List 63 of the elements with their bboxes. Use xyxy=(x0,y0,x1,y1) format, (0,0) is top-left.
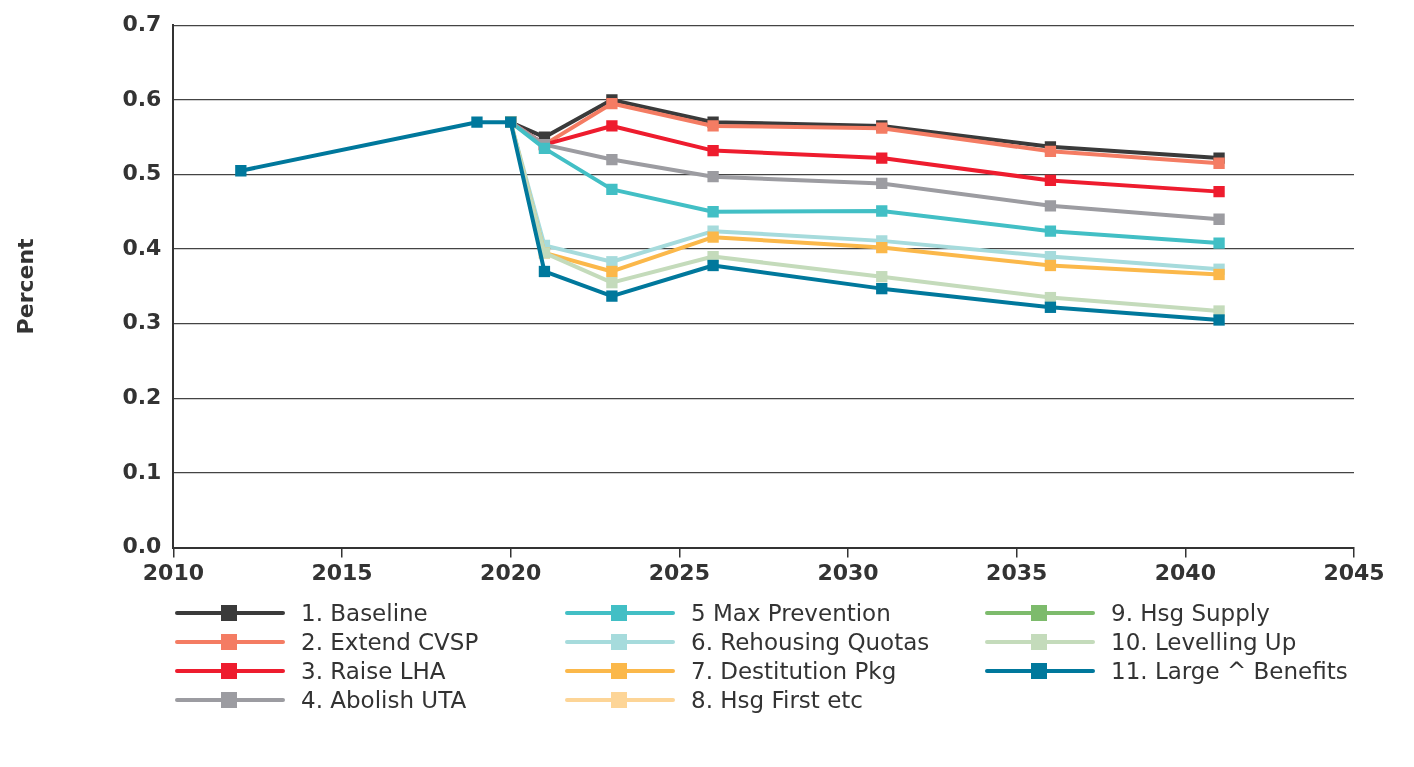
point xyxy=(606,290,618,302)
point xyxy=(1044,174,1057,187)
y-tick-label: 0.2 xyxy=(122,384,162,410)
point xyxy=(707,144,719,157)
legend-label: 2. Extend CVSP xyxy=(301,628,479,655)
legend-label: 9. Hsg Supply xyxy=(1111,599,1270,626)
point xyxy=(876,282,888,295)
y-tick-label: 0.7 xyxy=(122,10,162,36)
legend-label: 6. Rehousing Quotas xyxy=(691,628,930,655)
point xyxy=(707,120,719,132)
point xyxy=(606,265,618,278)
point xyxy=(606,277,618,289)
legend-label: 3. Raise LHA xyxy=(301,657,446,684)
legend-label: 1. Baseline xyxy=(301,599,428,626)
point xyxy=(876,241,888,254)
point xyxy=(1044,145,1057,157)
y-tick-label: 0.6 xyxy=(122,85,162,111)
x-tick-label: 2035 xyxy=(986,559,1048,585)
point xyxy=(1213,157,1225,169)
x-tick-label: 2030 xyxy=(817,559,879,585)
legend-label: 5 Max Prevention xyxy=(691,599,891,626)
x-tick-label: 2020 xyxy=(480,559,542,585)
point xyxy=(606,183,618,196)
point xyxy=(876,152,888,164)
y-tick-label: 0.4 xyxy=(122,234,162,260)
point xyxy=(876,271,888,283)
point xyxy=(1044,225,1057,237)
x-tick-label: 2025 xyxy=(648,559,710,585)
point xyxy=(707,259,719,272)
legend-label: 4. Abolish UTA xyxy=(301,686,467,713)
point xyxy=(1213,268,1225,281)
point xyxy=(538,142,551,154)
point xyxy=(707,206,719,218)
point xyxy=(707,171,719,183)
y-tick-label: 0.0 xyxy=(122,533,162,559)
point xyxy=(707,231,719,243)
point xyxy=(876,177,888,190)
point xyxy=(1044,200,1057,212)
legend-label: 7. Destitution Pkg xyxy=(691,657,897,684)
legend-label: 10. Levelling Up xyxy=(1111,628,1297,655)
point xyxy=(606,97,618,110)
point xyxy=(471,116,483,128)
point xyxy=(1213,185,1225,198)
y-tick-label: 0.5 xyxy=(122,160,162,186)
point xyxy=(1213,314,1225,326)
y-axis-title: Percent xyxy=(12,237,38,335)
point xyxy=(1044,259,1057,272)
y-tick-label: 0.1 xyxy=(122,458,162,484)
x-tick-label: 2015 xyxy=(311,559,373,585)
point xyxy=(538,265,551,278)
x-tick-label: 2040 xyxy=(1154,559,1216,585)
y-tick-label: 0.3 xyxy=(122,309,162,335)
legend-label: 11. Large ^ Benefits xyxy=(1111,657,1348,684)
x-tick-label: 2010 xyxy=(142,559,204,585)
point xyxy=(606,120,618,132)
x-tick-label: 2045 xyxy=(1323,559,1385,585)
point xyxy=(1044,301,1057,313)
point xyxy=(876,205,888,217)
point xyxy=(606,153,618,166)
legend-label: 8. Hsg First etc xyxy=(691,686,863,713)
point xyxy=(1213,213,1225,225)
point xyxy=(235,165,247,177)
point xyxy=(1213,237,1225,249)
